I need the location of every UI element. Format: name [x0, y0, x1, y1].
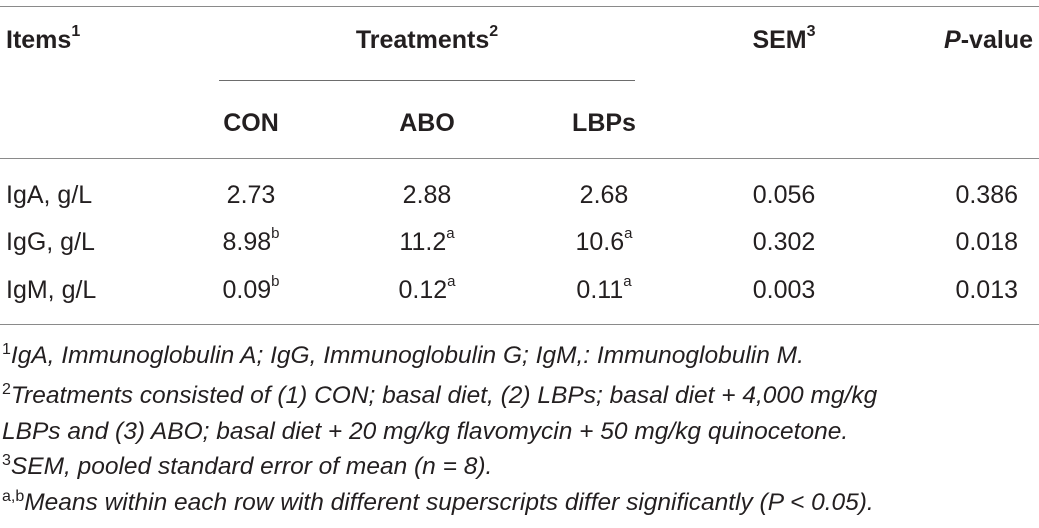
footnote-2-continued: LBPs and (3) ABO; basal diet + 20 mg/kg …: [2, 417, 848, 447]
footnote-3-text: SEM, pooled standard error of mean (n = …: [10, 453, 493, 480]
row-iga-pvalue: 0.386: [955, 181, 1018, 209]
row-igm-abo-sup: a: [447, 272, 456, 290]
row-igm-con-value: 0.09: [222, 276, 272, 304]
table-bottom-rule: [0, 324, 1039, 325]
row-iga-lbps-value: 2.68: [579, 181, 629, 209]
row-igg-abo: 11.2a: [399, 224, 455, 257]
row-igg-abo-value: 11.2: [399, 228, 447, 256]
footnote-1-text: IgA, Immunoglobulin A; IgG, Immunoglobul…: [10, 342, 804, 369]
row-igm-con-sup: b: [271, 272, 280, 290]
header-group-con: CON: [223, 109, 279, 137]
row-igm-lbps-sup: a: [623, 272, 632, 290]
row-igg-lbps-value: 10.6: [575, 228, 625, 256]
header-pvalue-rest: -value: [960, 26, 1033, 54]
row-igm-lbps-value: 0.11: [576, 276, 624, 304]
footnote-3: 3SEM, pooled standard error of mean (n =…: [2, 452, 492, 485]
footnote-ab-mark: a,b: [2, 488, 25, 505]
footnote-2-text-line2: LBPs and (3) ABO; basal diet + 20 mg/kg …: [2, 418, 849, 445]
header-items: Items1: [6, 22, 81, 55]
header-sem-label: SEM: [752, 26, 807, 54]
footnote-2: 2Treatments consisted of (1) CON; basal …: [2, 381, 877, 414]
row-igm-lbps: 0.11a: [576, 272, 632, 305]
row-iga-con-value: 2.73: [226, 181, 276, 209]
header-sem: SEM3: [752, 22, 816, 55]
header-treatments: Treatments2: [355, 22, 499, 55]
header-bottom-rule: [0, 158, 1039, 159]
header-treatments-sup: 2: [489, 22, 499, 40]
row-igg-lbps-sup: a: [624, 224, 633, 242]
footnote-1: 1IgA, Immunoglobulin A; IgG, Immunoglobu…: [2, 341, 804, 374]
footnote-2-text-line1: Treatments consisted of (1) CON; basal d…: [10, 382, 878, 409]
row-igg-con-sup: b: [271, 224, 280, 242]
row-item-igg: IgG, g/L: [6, 228, 95, 256]
row-igg-sem: 0.302: [752, 228, 816, 256]
row-iga-con: 2.73: [227, 180, 276, 210]
header-items-sup: 1: [71, 22, 81, 40]
treatments-spanner-rule: [219, 80, 635, 81]
row-iga-lbps: 2.68: [580, 180, 629, 210]
footnote-2-mark: 2: [2, 381, 11, 398]
row-igm-con: 0.09b: [222, 272, 280, 305]
header-group-lbps: LBPs: [572, 109, 636, 137]
row-igm-pvalue: 0.013: [955, 276, 1018, 304]
row-igg-lbps: 10.6a: [575, 224, 633, 257]
header-pvalue: P-value: [944, 25, 1033, 55]
header-group-abo: ABO: [399, 109, 455, 137]
row-iga-abo-value: 2.88: [402, 181, 452, 209]
row-igg-con-value: 8.98: [222, 228, 272, 256]
footnote-3-mark: 3: [2, 452, 11, 469]
row-igm-abo: 0.12a: [398, 272, 456, 305]
row-item-iga: IgA, g/L: [6, 181, 93, 209]
row-igg-con: 8.98b: [222, 224, 280, 257]
header-items-label: Items: [6, 26, 72, 54]
row-igg-abo-sup: a: [446, 224, 455, 242]
table-top-rule: [0, 6, 1039, 7]
row-iga-abo: 2.88: [403, 180, 452, 210]
header-treatments-label: Treatments: [355, 26, 490, 54]
footnote-ab: a,bMeans within each row with different …: [2, 488, 874, 521]
row-igm-abo-value: 0.12: [398, 276, 448, 304]
footnote-1-mark: 1: [2, 341, 11, 358]
header-pvalue-italic: P: [944, 26, 961, 54]
row-iga-sem: 0.056: [752, 181, 816, 209]
row-item-igm: IgM, g/L: [6, 276, 97, 304]
header-sem-sup: 3: [806, 22, 816, 40]
footnote-ab-text: Means within each row with different sup…: [24, 489, 874, 516]
row-igm-sem: 0.003: [752, 276, 816, 304]
row-igg-pvalue: 0.018: [955, 228, 1018, 256]
